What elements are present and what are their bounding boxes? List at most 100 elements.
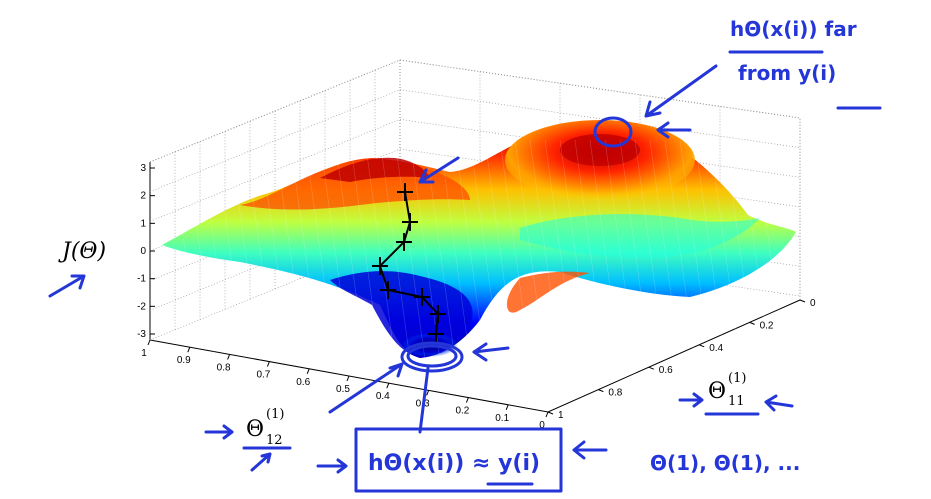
right-tick-mark [598,389,604,393]
left-tick-mark [187,347,191,353]
mesh-line [604,139,636,361]
descent-step-marker [414,288,430,306]
mesh-line [229,139,261,361]
mesh-line [694,139,726,361]
grid-line [149,59,801,163]
mesh-line [394,139,426,361]
mesh-line [244,139,276,361]
arrow-to-box [572,440,608,460]
bottom-annotation-text: hΘ(x(i)) ≈ y(i) [368,451,540,476]
mesh-line [169,139,201,361]
stem-from-box [418,366,430,434]
right-tick-mark [648,366,654,370]
circle-min-inner [406,344,458,368]
bottom-right-annotation: Θ(1), Θ(1), ... [650,451,800,475]
right-tick-label: 1 [558,410,564,421]
left-tick-label: 0.6 [296,377,310,388]
handwritten-annotations: hΘ(x(i)) far from y(i) hΘ(x(i)) ≈ y(i) Θ… [48,17,882,493]
left-tick-mark [346,375,350,382]
mesh-line [724,139,756,361]
cost-surface [162,120,796,361]
descent-step-marker [402,213,418,231]
descent-step-marker [397,183,413,201]
z-tick-label: -2 [137,301,146,312]
descent-step-marker [428,325,444,343]
mesh-line [319,139,351,361]
mesh-line [274,139,306,361]
circle-peak [593,116,633,148]
z-tick-label: -1 [137,274,146,285]
arrow-to-peak-diag [644,64,718,118]
mesh-line [334,139,366,361]
grid-line [149,118,801,222]
arrow-to-peak-left [656,121,692,139]
right-tick-mark [547,411,554,415]
left-tick-mark [465,397,469,403]
arrow-to-box-left [316,458,348,474]
mesh-line [589,139,621,361]
surface-mesh [169,139,786,361]
left-tick-label: 0.8 [217,362,231,373]
left-tick-label: 0.7 [256,370,270,381]
mesh-line [304,139,336,361]
mesh-line [664,139,696,361]
mesh-line [544,139,576,361]
z-axis-label: J(Θ) [58,239,106,264]
z-axis-ticks: 3 2 1 0 -1 -2 -3 [137,163,155,340]
mesh-line [454,139,486,361]
left-tick-label: 0.4 [376,391,390,402]
arrow-to-min-right [472,342,510,362]
z-tick-label: 0 [140,246,146,257]
gradient-descent-path [372,183,446,343]
mesh-line [499,139,531,361]
left-axis-ticks: 10.90.80.70.60.50.40.30.20.10 [141,339,549,431]
left-tick-label: 0.1 [495,413,509,424]
right-tick-label: 0.2 [760,320,774,331]
left-tick-label: 0 [539,420,545,431]
mesh-line [679,139,711,361]
arrow-to-ridge [418,156,460,184]
right-axis-label-sup: (1) [728,371,746,386]
arrow-to-theta11 [678,392,704,408]
mesh-line [469,139,501,361]
right-axis-label-base: Θ [708,379,726,404]
left-tick-mark [505,404,509,410]
right-tick-label: 0.6 [659,365,673,376]
grid-line [149,89,801,192]
mesh-line [709,139,741,361]
descent-step-marker [430,305,446,323]
right-tick-mark [749,321,755,325]
mesh-line [184,139,216,361]
left-axis-label-sup: (1) [266,407,284,422]
mesh-line [514,139,546,361]
mesh-line [214,139,246,361]
mesh-line [574,139,606,361]
right-tick-label: 0.4 [709,343,723,354]
right-axis-ticks: 0 0.2 0.4 0.6 0.8 1 [547,298,816,421]
arrow-to-theta12-lower [250,452,272,472]
descent-step-marker [372,257,388,275]
mesh-line [199,139,231,361]
left-tick-mark [266,361,270,367]
right-axis-label: Θ (1) 11 [708,371,746,409]
mesh-line [289,139,321,361]
bottom-annotation-box [354,427,563,493]
mesh-line [259,139,291,361]
left-tick-label: 1 [141,348,147,359]
mesh-line [619,139,651,361]
circle-min-outer [400,341,464,373]
left-tick-mark [306,368,310,374]
mesh-line [484,139,516,361]
descent-step-marker [396,233,412,251]
z-tick-label: 2 [140,191,146,202]
left-axis-label: Θ (1) 12 [246,407,284,448]
right-tick-label: 0.8 [608,388,622,399]
left-axis-label-base: Θ [246,417,264,442]
right-tick-mark [699,344,705,348]
left-tick-label: 0.9 [177,355,191,366]
mesh-line [439,139,471,361]
mesh-line [364,139,396,361]
left-tick-mark [227,354,231,360]
left-tick-mark [386,383,390,389]
